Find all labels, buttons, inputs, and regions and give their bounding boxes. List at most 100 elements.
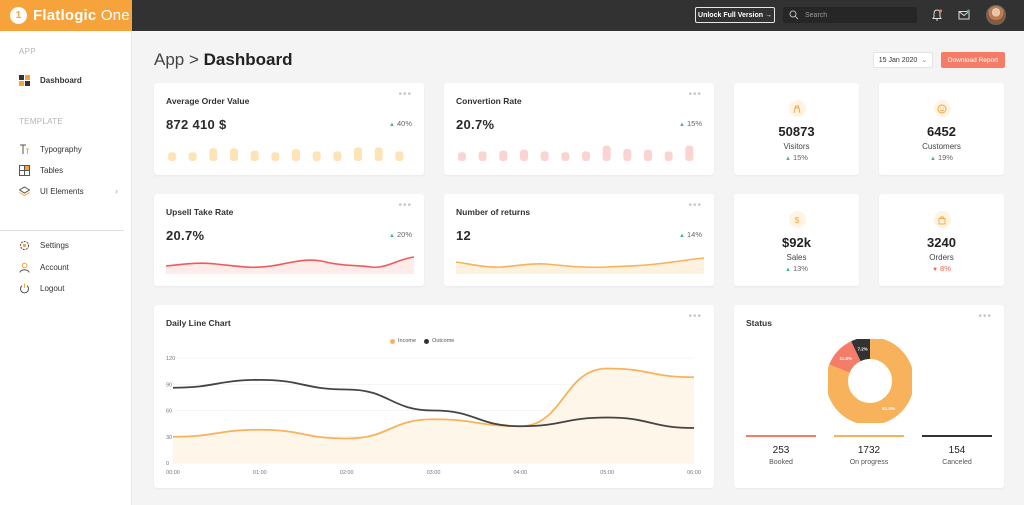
- trend-up-icon: ▲: [389, 233, 395, 239]
- bell-icon[interactable]: [930, 8, 944, 22]
- search-icon: [789, 10, 799, 20]
- donut-slice-label: 11.8%: [840, 356, 853, 361]
- card-menu-icon[interactable]: •••: [398, 89, 412, 100]
- y-tick-label: 60: [166, 409, 172, 415]
- brand-name: Flatlogic One: [33, 7, 130, 24]
- status-donut-chart: 81.0% 11.8% 7.2%: [828, 339, 912, 423]
- card-change: ▲ 40%: [389, 119, 412, 128]
- stat-value: 3240: [927, 235, 956, 250]
- daily-line-chart: 0 30 60 90 120 00:00 01:00 02:00 03:00 04:00 05:00…: [166, 356, 701, 476]
- y-tick-label: 0: [166, 461, 169, 467]
- mail-icon[interactable]: [957, 8, 971, 22]
- card-menu-icon[interactable]: •••: [688, 311, 702, 322]
- date-select[interactable]: 15 Jan 2020 ⌄: [873, 52, 933, 68]
- trend-down-icon: ▼: [932, 267, 939, 273]
- sparkline-bar: [478, 151, 487, 161]
- dashboard-icon: [19, 74, 30, 86]
- sparkline-bar: [582, 151, 590, 161]
- stat-value: 6452: [927, 124, 956, 139]
- card-value: 12: [456, 228, 472, 243]
- search-input[interactable]: [805, 11, 915, 19]
- x-tick-label: 05:00: [600, 470, 614, 476]
- legend-item-outcome[interactable]: Outcome: [424, 338, 454, 344]
- legend-item-income[interactable]: Income: [390, 338, 416, 344]
- card-menu-icon[interactable]: •••: [688, 89, 702, 100]
- sidebar-section-template: TEMPLATE: [19, 117, 64, 126]
- x-tick-label: 04:00: [513, 470, 527, 476]
- y-tick-label: 90: [166, 382, 172, 388]
- line-sparkline: [166, 256, 414, 274]
- sparkline-bar: [644, 149, 652, 161]
- sidebar-item-label: Settings: [40, 240, 69, 250]
- card-menu-icon[interactable]: •••: [978, 311, 992, 322]
- sidebar-item-settings[interactable]: Settings: [19, 238, 124, 252]
- card-title: Status: [746, 318, 772, 328]
- donut-slice-label: 81.0%: [882, 406, 895, 411]
- visitors-icon: [788, 100, 806, 117]
- sparkline-bar: [395, 151, 404, 161]
- sidebar-item-logout[interactable]: Logout: [19, 281, 124, 295]
- sparkline-bar: [602, 145, 611, 161]
- series-line-income: [172, 367, 695, 440]
- sidebar-item-tables[interactable]: Tables: [19, 163, 124, 177]
- line-sparkline: [456, 257, 704, 274]
- donut-slice[interactable]: [828, 339, 912, 423]
- card-value: 20.7%: [456, 117, 495, 132]
- trend-up-icon: ▲: [679, 122, 685, 128]
- sidebar-item-typography[interactable]: Typography: [19, 142, 124, 156]
- series-line-outcome: [172, 378, 695, 429]
- card-sales: $ $92k Sales ▲ 13%: [734, 194, 859, 286]
- layers-icon: [19, 185, 30, 196]
- tables-icon: [19, 164, 30, 176]
- card-menu-icon[interactable]: •••: [688, 200, 702, 211]
- avatar[interactable]: [986, 5, 1006, 25]
- card-change: ▲ 15%: [679, 119, 702, 128]
- stat-change: ▲ 15%: [785, 153, 808, 162]
- status-canceled: 154 Canceled: [922, 435, 992, 466]
- search-box[interactable]: [783, 7, 917, 23]
- x-tick-label: 03:00: [427, 470, 441, 476]
- status-value: 154: [948, 445, 966, 456]
- sparkline-bar: [230, 148, 238, 161]
- card-number-of-returns: Number of returns ••• 12 ▲ 14%: [444, 194, 714, 286]
- card-status: Status ••• 81.0% 11.8% 7.2% 253 Booked 173…: [734, 305, 1004, 488]
- breadcrumb-root[interactable]: App: [154, 50, 185, 69]
- brand-logo[interactable]: 1 Flatlogic One: [0, 0, 132, 31]
- card-change: ▲ 14%: [679, 230, 702, 239]
- sparkline-bar: [209, 148, 218, 161]
- sparkline-bar: [374, 147, 383, 161]
- sidebar-item-label: Account: [40, 262, 69, 272]
- card-title: Number of returns: [456, 207, 531, 217]
- logo-mark-icon: 1: [10, 7, 27, 24]
- gear-icon: [20, 240, 29, 250]
- sidebar-item-account[interactable]: Account: [19, 260, 124, 274]
- card-menu-icon[interactable]: •••: [398, 200, 412, 211]
- sidebar-section-app: APP: [19, 47, 36, 56]
- sidebar-item-ui-elements[interactable]: UI Elements ›: [19, 184, 124, 198]
- stat-value: $92k: [782, 235, 811, 250]
- unlock-full-version-button[interactable]: Unlock Full Version →: [695, 7, 775, 23]
- card-upsell-take-rate: Upsell Take Rate ••• 20.7% ▲ 20%: [154, 194, 424, 286]
- status-line: [922, 435, 992, 437]
- sparkline-bar: [168, 152, 176, 161]
- bar-sparkline: [458, 145, 694, 161]
- svg-text:$: $: [795, 216, 800, 225]
- stat-label: Orders: [929, 253, 954, 262]
- card-title: Average Order Value: [166, 96, 250, 106]
- bag-icon: [933, 211, 951, 228]
- y-tick-label: 30: [166, 435, 172, 441]
- stat-change: ▲ 19%: [930, 153, 953, 162]
- card-customers: 6452 Customers ▲ 19%: [879, 83, 1004, 175]
- sparkline-bar: [188, 152, 197, 161]
- download-report-button[interactable]: Download Report: [941, 52, 1005, 68]
- page-title: Dashboard: [203, 50, 293, 69]
- stat-label: Visitors: [783, 142, 810, 151]
- trend-up-icon: ▲: [389, 122, 395, 128]
- sidebar-item-label: Typography: [40, 144, 82, 154]
- sparkline-bar: [292, 149, 300, 161]
- series-area-income: [173, 368, 694, 463]
- sidebar-item-dashboard[interactable]: Dashboard: [19, 73, 124, 87]
- trend-up-icon: ▲: [679, 233, 685, 239]
- chevron-down-icon: ⌄: [921, 57, 928, 64]
- sparkline-bar: [312, 151, 321, 161]
